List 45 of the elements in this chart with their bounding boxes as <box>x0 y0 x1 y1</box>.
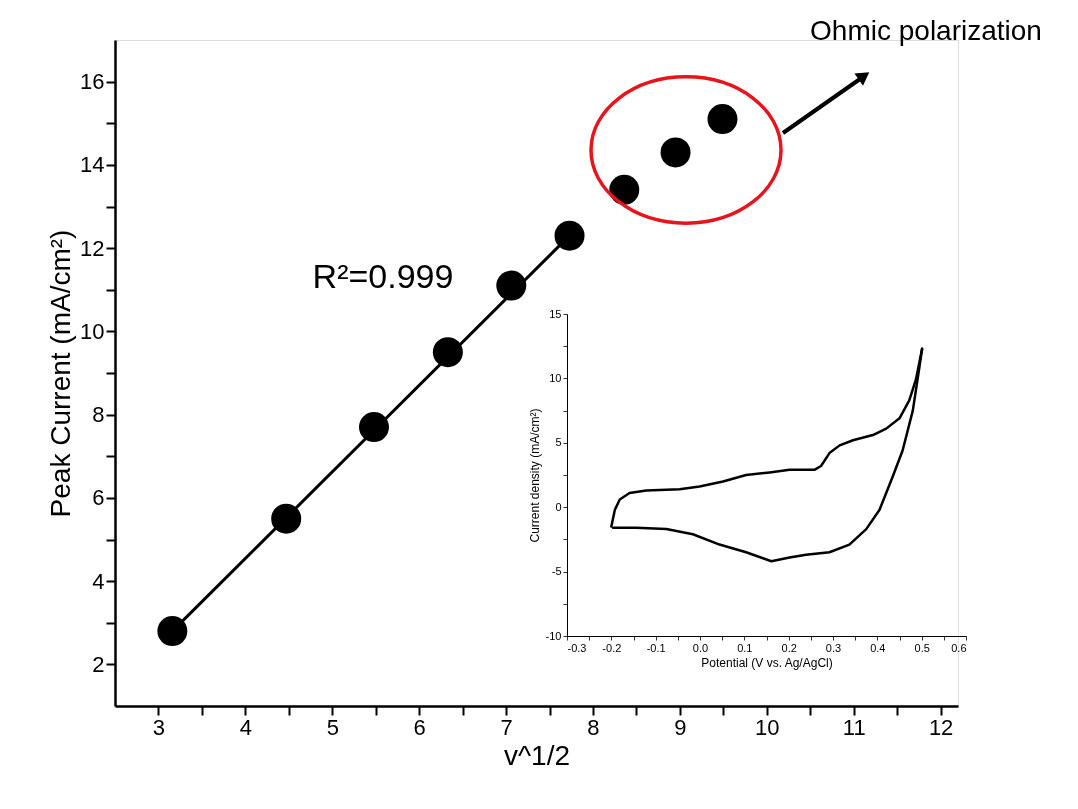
x-tick-label: 9 <box>674 714 687 740</box>
y-tick-label: 0 <box>555 500 562 513</box>
x-axis-title: Potential (V vs. Ag/AgCl) <box>701 655 833 670</box>
y-tick-label: 10 <box>80 318 105 344</box>
y-tick-label: 15 <box>549 307 562 320</box>
x-tick-label: 6 <box>413 714 426 740</box>
x-tick-label: 11 <box>842 714 866 740</box>
y-tick-label: 6 <box>92 485 105 511</box>
y-axis-title: Current density (mA/cm²) <box>527 408 542 543</box>
x-tick-label: -0.1 <box>646 641 666 654</box>
y-tick-label: 16 <box>80 69 105 95</box>
x-tick-label: 0.1 <box>737 641 753 654</box>
point <box>609 174 640 205</box>
annotation: R²=0.999 <box>312 257 454 295</box>
annotation: Ohmic polarization <box>810 15 1042 46</box>
y-tick-label: 12 <box>80 235 105 261</box>
y-tick-label: 14 <box>80 152 105 178</box>
x-tick-label: 4 <box>239 714 252 740</box>
x-tick-label: 0.3 <box>825 641 842 654</box>
x-axis-title: v^1/2 <box>503 739 571 771</box>
x-tick-label: 0.2 <box>781 641 797 654</box>
x-tick-label: 10 <box>755 714 780 740</box>
point <box>707 104 738 135</box>
x-tick-label: 12 <box>928 714 954 740</box>
y-tick-label: 10 <box>549 371 562 384</box>
point <box>554 220 585 251</box>
x-tick-label: 0.5 <box>914 641 930 654</box>
x-tick-label: 5 <box>326 714 339 740</box>
x-tick-label: 8 <box>587 714 600 740</box>
x-tick-label: 0.0 <box>692 641 709 654</box>
y-axis-title: Peak Current (mA/cm²) <box>45 229 77 518</box>
x-tick-label: 0.4 <box>870 641 886 654</box>
y-tick-label: 4 <box>92 568 105 594</box>
x-tick-label: 3 <box>152 714 166 740</box>
x-tick-label: -0.2 <box>602 641 622 654</box>
x-tick-label: -0.3 <box>567 641 587 654</box>
y-tick-label: -10 <box>545 629 562 642</box>
x-tick-label: 7 <box>500 714 513 740</box>
y-tick-label: 2 <box>92 651 105 677</box>
y-tick-label: 5 <box>555 436 562 449</box>
x-tick-label: 0.6 <box>951 641 967 654</box>
y-tick-label: -5 <box>551 565 562 578</box>
point <box>660 137 691 168</box>
y-tick-label: 8 <box>92 402 105 428</box>
point <box>157 616 188 647</box>
